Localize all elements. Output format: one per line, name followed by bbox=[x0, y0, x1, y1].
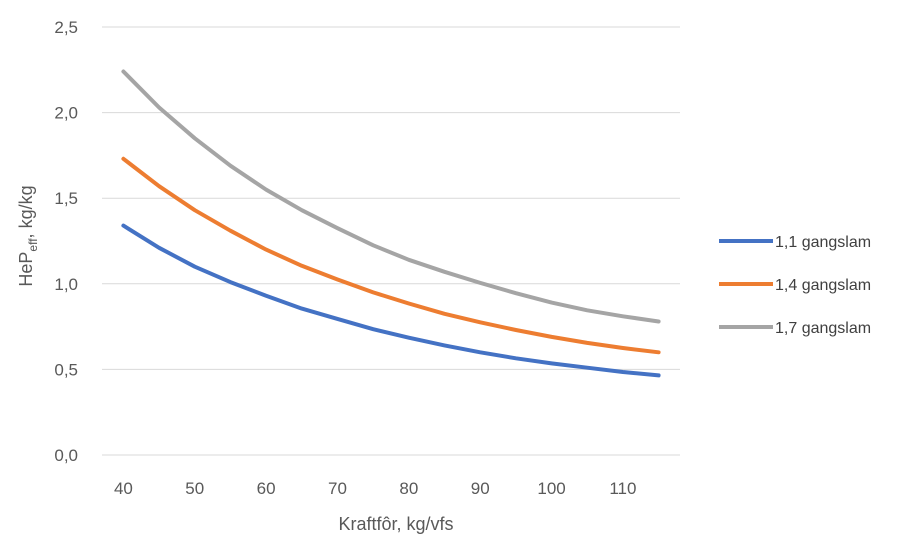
y-tick-label: 1,0 bbox=[54, 275, 78, 294]
legend-label: 1,1 gangslam bbox=[775, 234, 871, 251]
x-axis-ticks: 40 50 60 70 80 90 100 110 bbox=[114, 479, 637, 498]
x-axis-title: Kraftfôr, kg/vfs bbox=[338, 514, 453, 534]
plot-lines bbox=[121, 69, 661, 378]
x-tick-label: 40 bbox=[114, 479, 133, 498]
y-tick-label: 2,0 bbox=[54, 104, 78, 123]
y-axis-title-main: HeP bbox=[16, 252, 36, 287]
x-tick-label: 110 bbox=[609, 479, 636, 498]
series-line-2 bbox=[121, 156, 661, 355]
x-tick-label: 50 bbox=[185, 479, 204, 498]
x-tick-label: 80 bbox=[399, 479, 418, 498]
series-line-1 bbox=[121, 223, 661, 378]
x-tick-label: 60 bbox=[257, 479, 276, 498]
y-axis-title-rest: , kg/kg bbox=[16, 185, 36, 238]
legend-label: 1,7 gangslam bbox=[775, 320, 871, 337]
y-tick-label: 0,5 bbox=[54, 360, 78, 379]
x-tick-label: 90 bbox=[471, 479, 490, 498]
y-axis-title-subscript: eff bbox=[26, 238, 40, 252]
x-tick-label: 100 bbox=[537, 479, 565, 498]
y-tick-label: 0,0 bbox=[54, 446, 78, 465]
legend: 1,1 gangslam 1,4 gangslam 1,7 gangslam bbox=[719, 234, 871, 337]
series-line-3 bbox=[121, 69, 661, 324]
y-axis-ticks: 0,0 0,5 1,0 1,5 2,0 2,5 bbox=[54, 18, 78, 465]
y-axis-title: HePeff, kg/kg bbox=[16, 185, 40, 286]
y-tick-label: 2,5 bbox=[54, 18, 78, 37]
x-tick-label: 70 bbox=[328, 479, 347, 498]
legend-label: 1,4 gangslam bbox=[775, 277, 871, 294]
y-tick-label: 1,5 bbox=[54, 189, 78, 208]
gridlines bbox=[102, 26, 680, 456]
